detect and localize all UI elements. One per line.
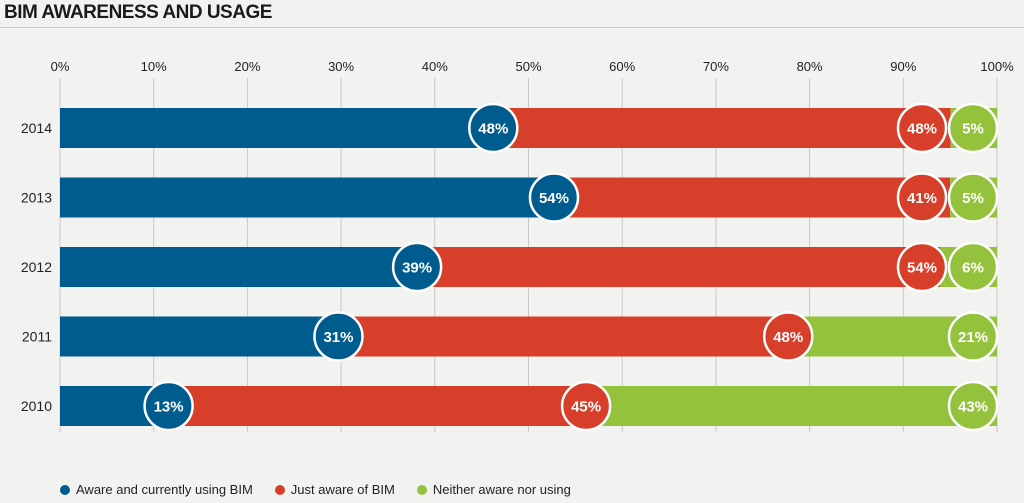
bar-segment bbox=[350, 316, 801, 357]
x-tick-label: 70% bbox=[703, 59, 729, 74]
bar-segment bbox=[598, 386, 997, 426]
category-label: 2014 bbox=[21, 120, 52, 136]
x-tick-label: 20% bbox=[234, 59, 260, 74]
data-label: 41% bbox=[907, 190, 937, 207]
title-divider bbox=[0, 27, 1024, 28]
legend-item: Just aware of BIM bbox=[274, 482, 395, 497]
bar-segment bbox=[565, 177, 951, 218]
data-labels: 48% 48% 5% 54% 41% 5% 39% 54% 6% 31% 48% 21% 13% 45% 4… bbox=[143, 102, 999, 432]
x-tick-label: 10% bbox=[141, 59, 167, 74]
data-label: 45% bbox=[571, 399, 601, 416]
category-labels: 2014 2013 2012 2011 2010 bbox=[21, 120, 52, 414]
data-label: 31% bbox=[323, 329, 353, 346]
legend-label: Neither aware nor using bbox=[432, 482, 571, 497]
bar-segment bbox=[60, 177, 566, 218]
data-label-badge bbox=[391, 241, 443, 293]
x-tick-label: 60% bbox=[609, 59, 635, 74]
x-tick-label: 0% bbox=[51, 59, 70, 74]
bar-segment bbox=[429, 247, 941, 287]
legend-label: Just aware of BIM bbox=[290, 482, 395, 497]
legend-item: Neither aware nor using bbox=[416, 482, 571, 497]
data-label-badge bbox=[947, 311, 999, 362]
data-label-badge bbox=[468, 102, 519, 154]
data-label-badge bbox=[896, 102, 948, 154]
category-label: 2011 bbox=[22, 329, 52, 345]
data-label: 48% bbox=[478, 121, 508, 138]
x-tick-labels: 0% 10% 20% 30% 40% 50% 60% 70% 80% 90% 100% bbox=[51, 59, 1014, 74]
data-label-badge bbox=[947, 172, 999, 223]
data-label: 5% bbox=[962, 121, 984, 138]
data-label: 6% bbox=[962, 260, 984, 277]
legend-swatch bbox=[274, 484, 285, 495]
data-label: 21% bbox=[958, 329, 988, 346]
category-label: 2010 bbox=[21, 398, 52, 414]
legend-swatch bbox=[60, 484, 70, 495]
x-tick-label: 90% bbox=[890, 59, 916, 74]
bar-segment bbox=[60, 247, 430, 287]
category-label: 2013 bbox=[21, 190, 52, 206]
stacked-bar-chart: 0% 10% 20% 30% 40% 50% 60% 70% 80% 90% 100% 201420… bbox=[21, 59, 1014, 432]
data-label-badge bbox=[896, 172, 948, 223]
x-tick-label: 80% bbox=[797, 59, 823, 74]
legend: Aware and currently using BIM Just aware … bbox=[60, 482, 571, 497]
data-label-badge bbox=[947, 102, 999, 154]
data-label: 48% bbox=[907, 121, 937, 138]
x-tick-label: 100% bbox=[980, 59, 1014, 74]
data-label-badge bbox=[313, 311, 364, 362]
x-tick-label: 50% bbox=[515, 59, 541, 74]
legend-item: Aware and currently using BIM bbox=[60, 482, 253, 497]
data-label: 5% bbox=[962, 190, 984, 207]
data-label-badge bbox=[143, 380, 194, 432]
legend-swatch bbox=[416, 484, 427, 495]
data-label-badge bbox=[947, 241, 999, 293]
data-label: 48% bbox=[773, 329, 803, 346]
data-label-badge bbox=[528, 172, 580, 223]
x-tick-label: 30% bbox=[328, 59, 354, 74]
data-label-badge bbox=[947, 380, 999, 432]
chart-title: BIM AWARENESS AND USAGE bbox=[4, 2, 272, 23]
x-tick-label: 40% bbox=[422, 59, 448, 74]
data-label: 54% bbox=[539, 190, 569, 207]
bar-segment bbox=[505, 108, 951, 148]
bar-segment bbox=[60, 316, 351, 357]
bar-segment bbox=[180, 386, 599, 426]
data-label: 13% bbox=[154, 399, 184, 416]
data-label: 54% bbox=[907, 260, 937, 277]
data-label-badge bbox=[896, 241, 948, 293]
data-label-badge bbox=[762, 311, 814, 362]
data-label: 39% bbox=[402, 260, 432, 277]
category-label: 2012 bbox=[21, 259, 52, 275]
legend-label: Aware and currently using BIM bbox=[76, 482, 253, 497]
bar-segment bbox=[60, 108, 506, 148]
data-label: 43% bbox=[958, 399, 988, 416]
data-label-badge bbox=[560, 380, 612, 432]
